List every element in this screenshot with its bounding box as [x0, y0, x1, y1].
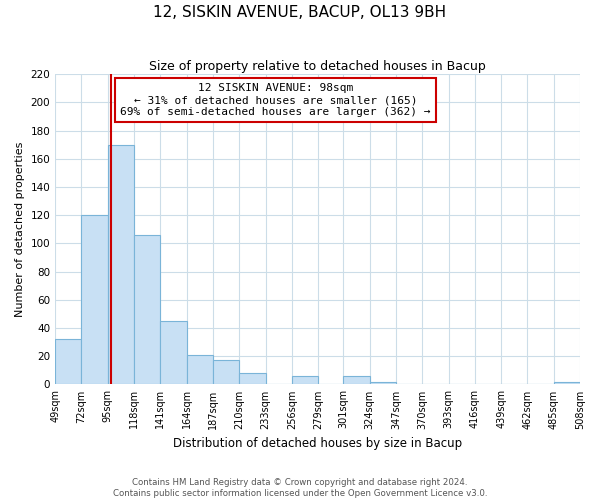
Bar [239, 373, 266, 384]
Bar [213, 360, 239, 384]
Bar [187, 355, 213, 384]
Text: 12 SISKIN AVENUE: 98sqm
← 31% of detached houses are smaller (165)
69% of semi-d: 12 SISKIN AVENUE: 98sqm ← 31% of detache… [121, 84, 431, 116]
Text: 12, SISKIN AVENUE, BACUP, OL13 9BH: 12, SISKIN AVENUE, BACUP, OL13 9BH [154, 5, 446, 20]
Y-axis label: Number of detached properties: Number of detached properties [15, 142, 25, 317]
Title: Size of property relative to detached houses in Bacup: Size of property relative to detached ho… [149, 60, 486, 73]
Bar [370, 382, 396, 384]
Bar [82, 215, 108, 384]
Bar [160, 321, 187, 384]
Bar [343, 376, 370, 384]
X-axis label: Distribution of detached houses by size in Bacup: Distribution of detached houses by size … [173, 437, 462, 450]
Text: Contains HM Land Registry data © Crown copyright and database right 2024.
Contai: Contains HM Land Registry data © Crown c… [113, 478, 487, 498]
Bar [554, 382, 580, 384]
Bar [55, 340, 82, 384]
Bar [108, 144, 134, 384]
Bar [134, 235, 160, 384]
Bar [292, 376, 318, 384]
